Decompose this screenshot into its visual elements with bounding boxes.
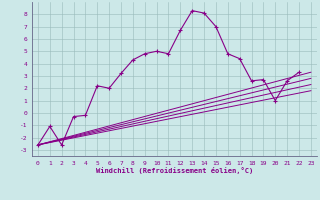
X-axis label: Windchill (Refroidissement éolien,°C): Windchill (Refroidissement éolien,°C): [96, 167, 253, 174]
